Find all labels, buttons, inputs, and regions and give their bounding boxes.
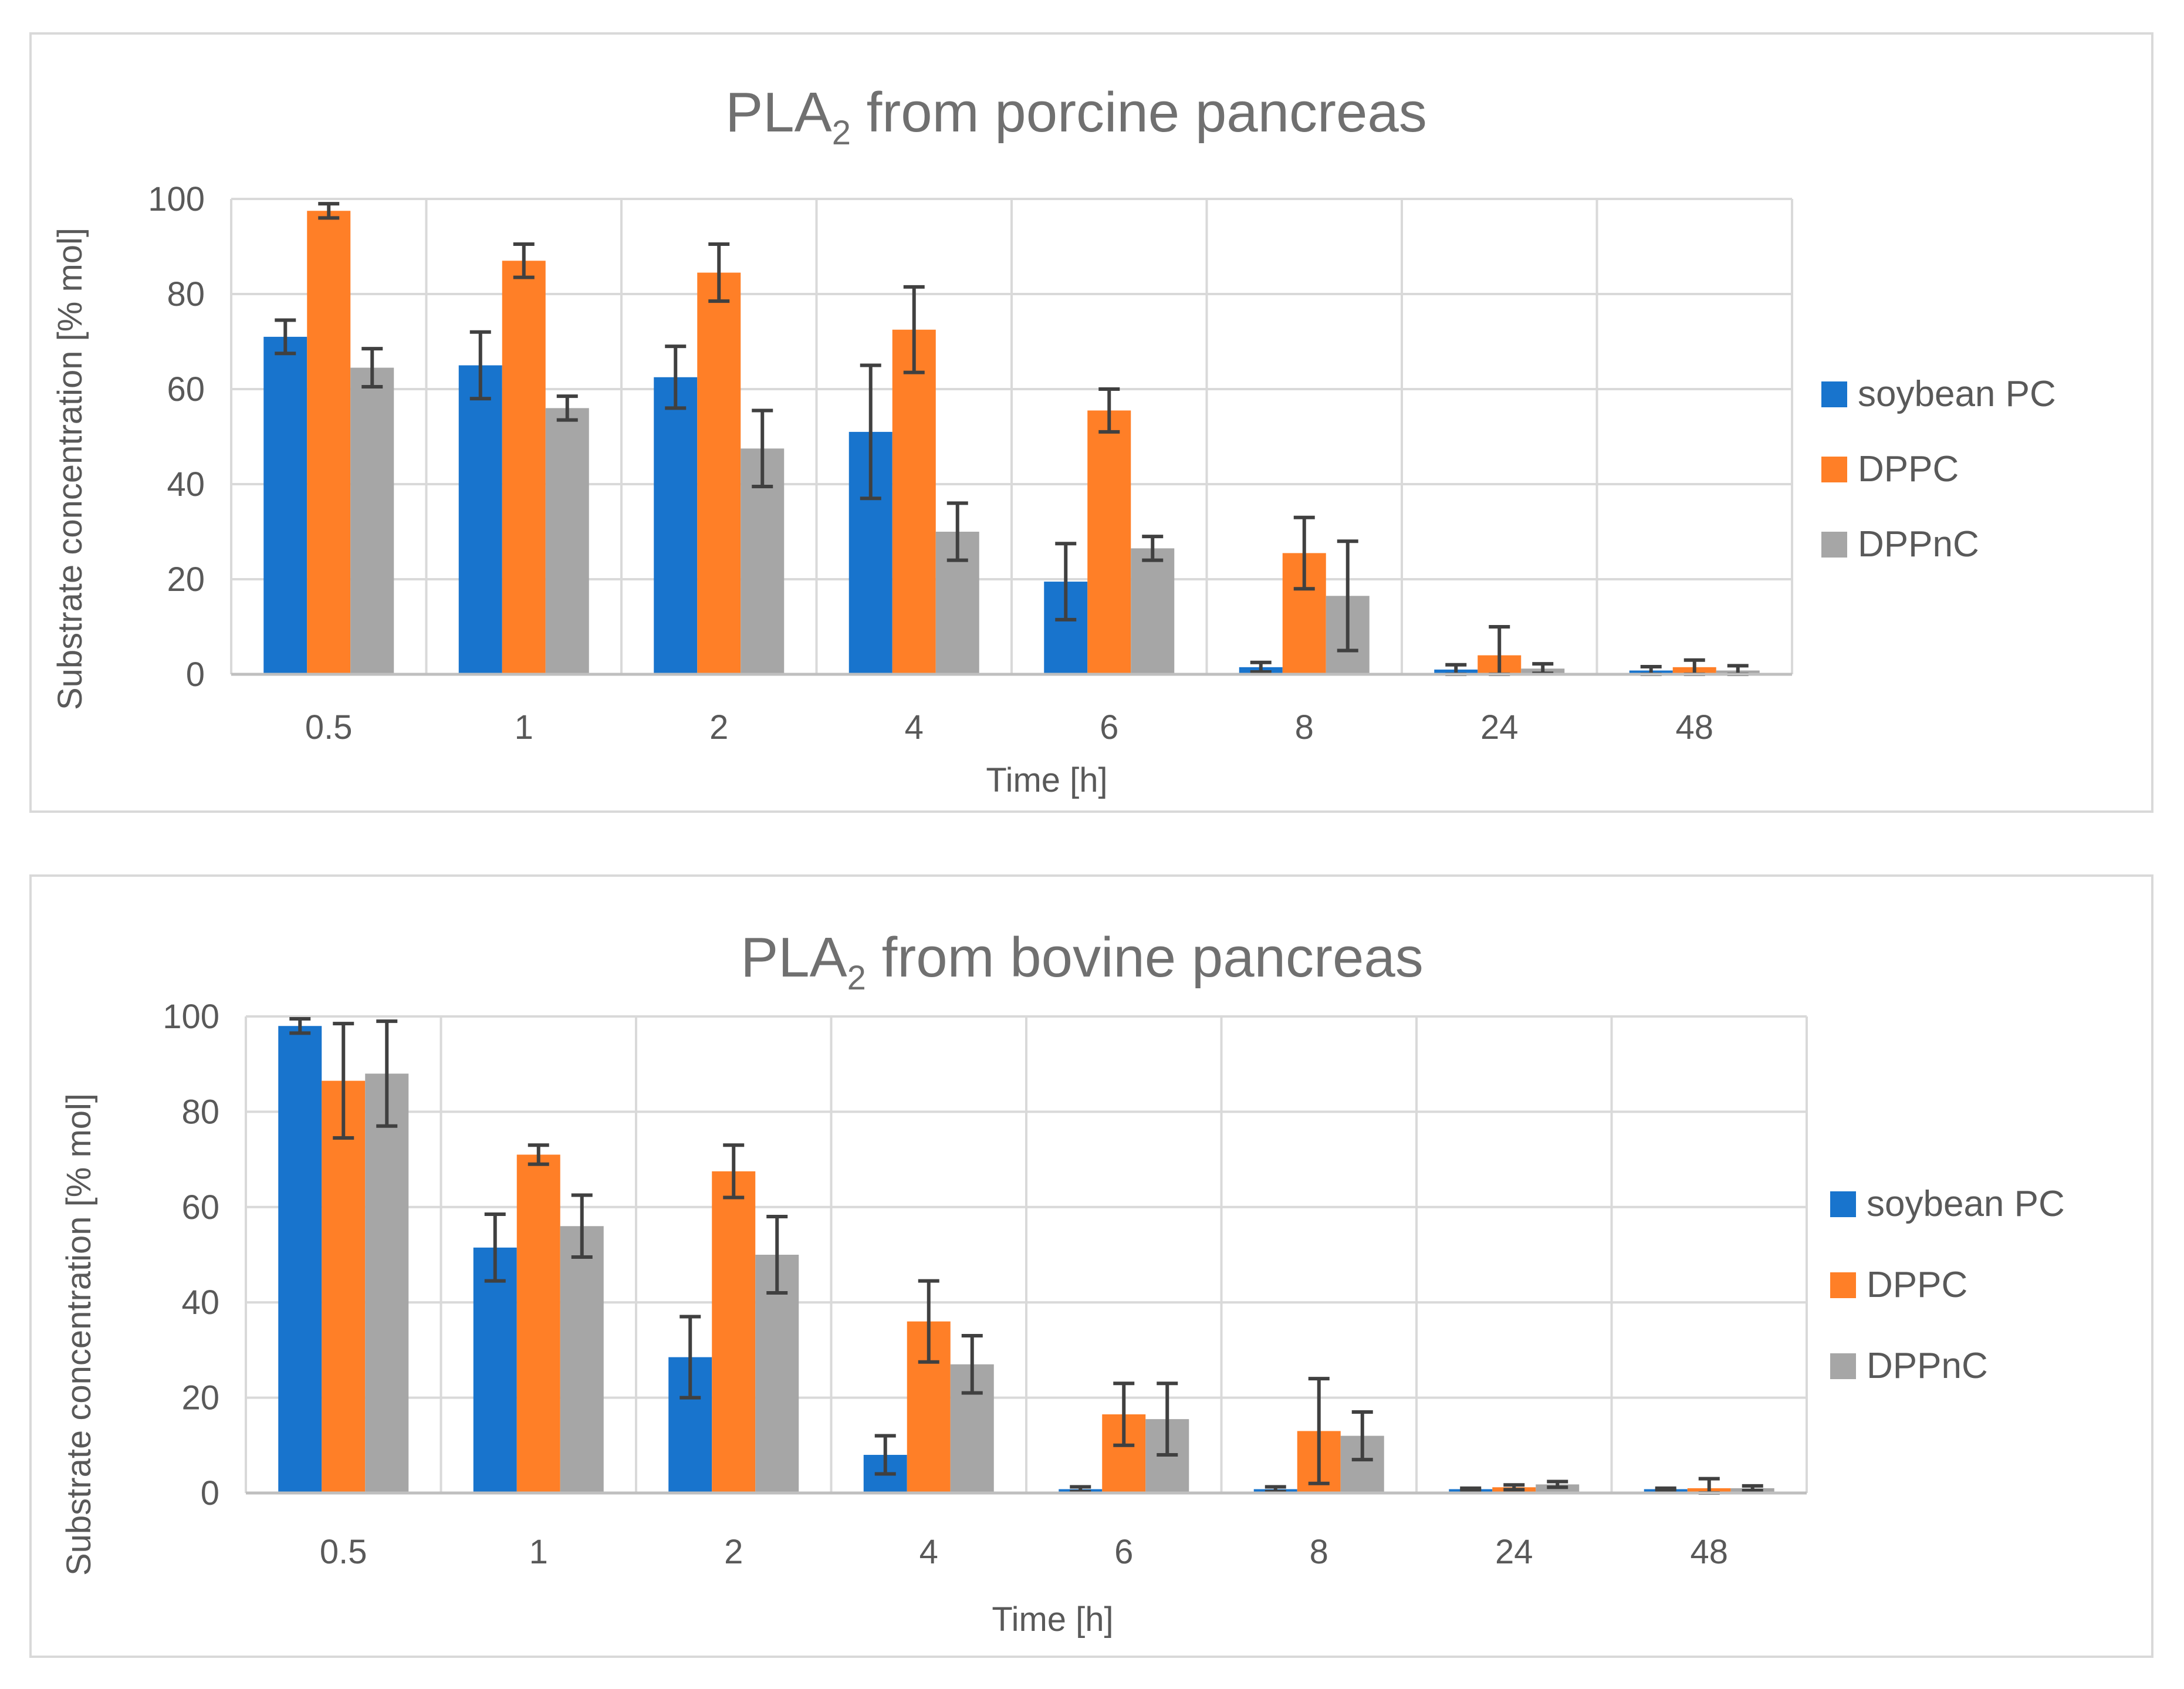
legend-label: DPPC <box>1867 1265 1967 1305</box>
x-tick-label: 6 <box>1100 708 1118 746</box>
y-tick-label: 100 <box>148 180 205 218</box>
chart-svg-porcine: PLA2 from porcine pancreas Time [h] Subs… <box>51 81 2056 799</box>
bar <box>697 272 741 674</box>
bar <box>365 1073 409 1493</box>
legend: soybean PC DPPC DPPnC <box>1830 1184 2065 1386</box>
x-tick-label: 8 <box>1310 1533 1328 1571</box>
chart-title: PLA2 from bovine pancreas <box>741 926 1424 997</box>
legend-label: soybean PC <box>1867 1184 2065 1224</box>
legend-swatch <box>1830 1272 1856 1298</box>
bar <box>263 336 307 674</box>
x-tick-label: 1 <box>529 1533 548 1571</box>
y-tick-label: 40 <box>167 465 205 504</box>
legend-swatch <box>1830 1191 1856 1217</box>
bars <box>263 211 1760 674</box>
y-tick-label: 80 <box>167 275 205 313</box>
y-axis-label: Substrate concentration [% mol] <box>60 1093 98 1576</box>
y-tick-label: 40 <box>181 1283 219 1322</box>
legend-swatch <box>1821 457 1847 482</box>
bars <box>278 1026 1774 1493</box>
x-tick-label: 0.5 <box>305 708 353 746</box>
chart-panel-porcine: PLA2 from porcine pancreas Time [h] Subs… <box>29 32 2153 813</box>
bar <box>654 377 698 674</box>
x-axis-label: Time [h] <box>986 761 1107 799</box>
x-tick-label: 48 <box>1690 1533 1728 1571</box>
x-tick-label: 8 <box>1295 708 1314 746</box>
chart-svg-bovine: PLA2 from bovine pancreas Time [h] Subst… <box>60 926 2065 1639</box>
x-tick-label: 48 <box>1675 708 1713 746</box>
x-tick-label: 2 <box>709 708 728 746</box>
bar <box>502 261 546 674</box>
legend-label: soybean PC <box>1858 374 2056 414</box>
y-tick-label: 0 <box>186 656 205 694</box>
bar <box>892 329 936 674</box>
chart-panel-bovine: PLA2 from bovine pancreas Time [h] Subst… <box>29 874 2153 1658</box>
y-tick-label: 20 <box>181 1379 219 1417</box>
x-tick-label: 4 <box>919 1533 938 1571</box>
y-tick-label: 0 <box>201 1474 219 1512</box>
y-tick-label: 80 <box>181 1093 219 1131</box>
bar <box>322 1080 366 1493</box>
bar <box>350 367 394 674</box>
bar <box>473 1247 517 1493</box>
legend-swatch <box>1821 381 1847 407</box>
bar <box>712 1171 756 1493</box>
y-axis-label: Substrate concentration [% mol] <box>51 228 89 710</box>
y-tick-label: 100 <box>163 998 219 1036</box>
bar <box>545 408 589 674</box>
legend-label: DPPnC <box>1858 524 1979 565</box>
x-tick-label: 1 <box>515 708 533 746</box>
legend-swatch <box>1821 532 1847 558</box>
legend-label: DPPnC <box>1867 1346 1988 1386</box>
bar <box>278 1026 322 1493</box>
x-tick-label: 0.5 <box>320 1533 367 1571</box>
legend: soybean PC DPPC DPPnC <box>1821 374 2056 565</box>
chart-title: PLA2 from porcine pancreas <box>725 81 1427 152</box>
bar <box>1131 548 1175 674</box>
x-tick-label: 6 <box>1114 1533 1133 1571</box>
x-axis-label: Time [h] <box>992 1600 1113 1639</box>
y-tick-label: 60 <box>167 370 205 408</box>
x-tick-label: 2 <box>724 1533 743 1571</box>
legend-swatch <box>1830 1353 1856 1379</box>
bar <box>516 1154 560 1493</box>
y-tick-label: 60 <box>181 1188 219 1227</box>
error-bars <box>275 202 1749 676</box>
x-tick-label: 24 <box>1480 708 1519 746</box>
bar <box>458 365 502 674</box>
x-tick-label: 24 <box>1495 1533 1533 1571</box>
x-tick-label: 4 <box>905 708 924 746</box>
bar <box>307 211 351 674</box>
y-tick-label: 20 <box>167 560 205 599</box>
legend-label: DPPC <box>1858 449 1959 489</box>
error-bars <box>289 1017 1763 1495</box>
bar <box>1087 410 1131 674</box>
bar <box>560 1226 604 1493</box>
